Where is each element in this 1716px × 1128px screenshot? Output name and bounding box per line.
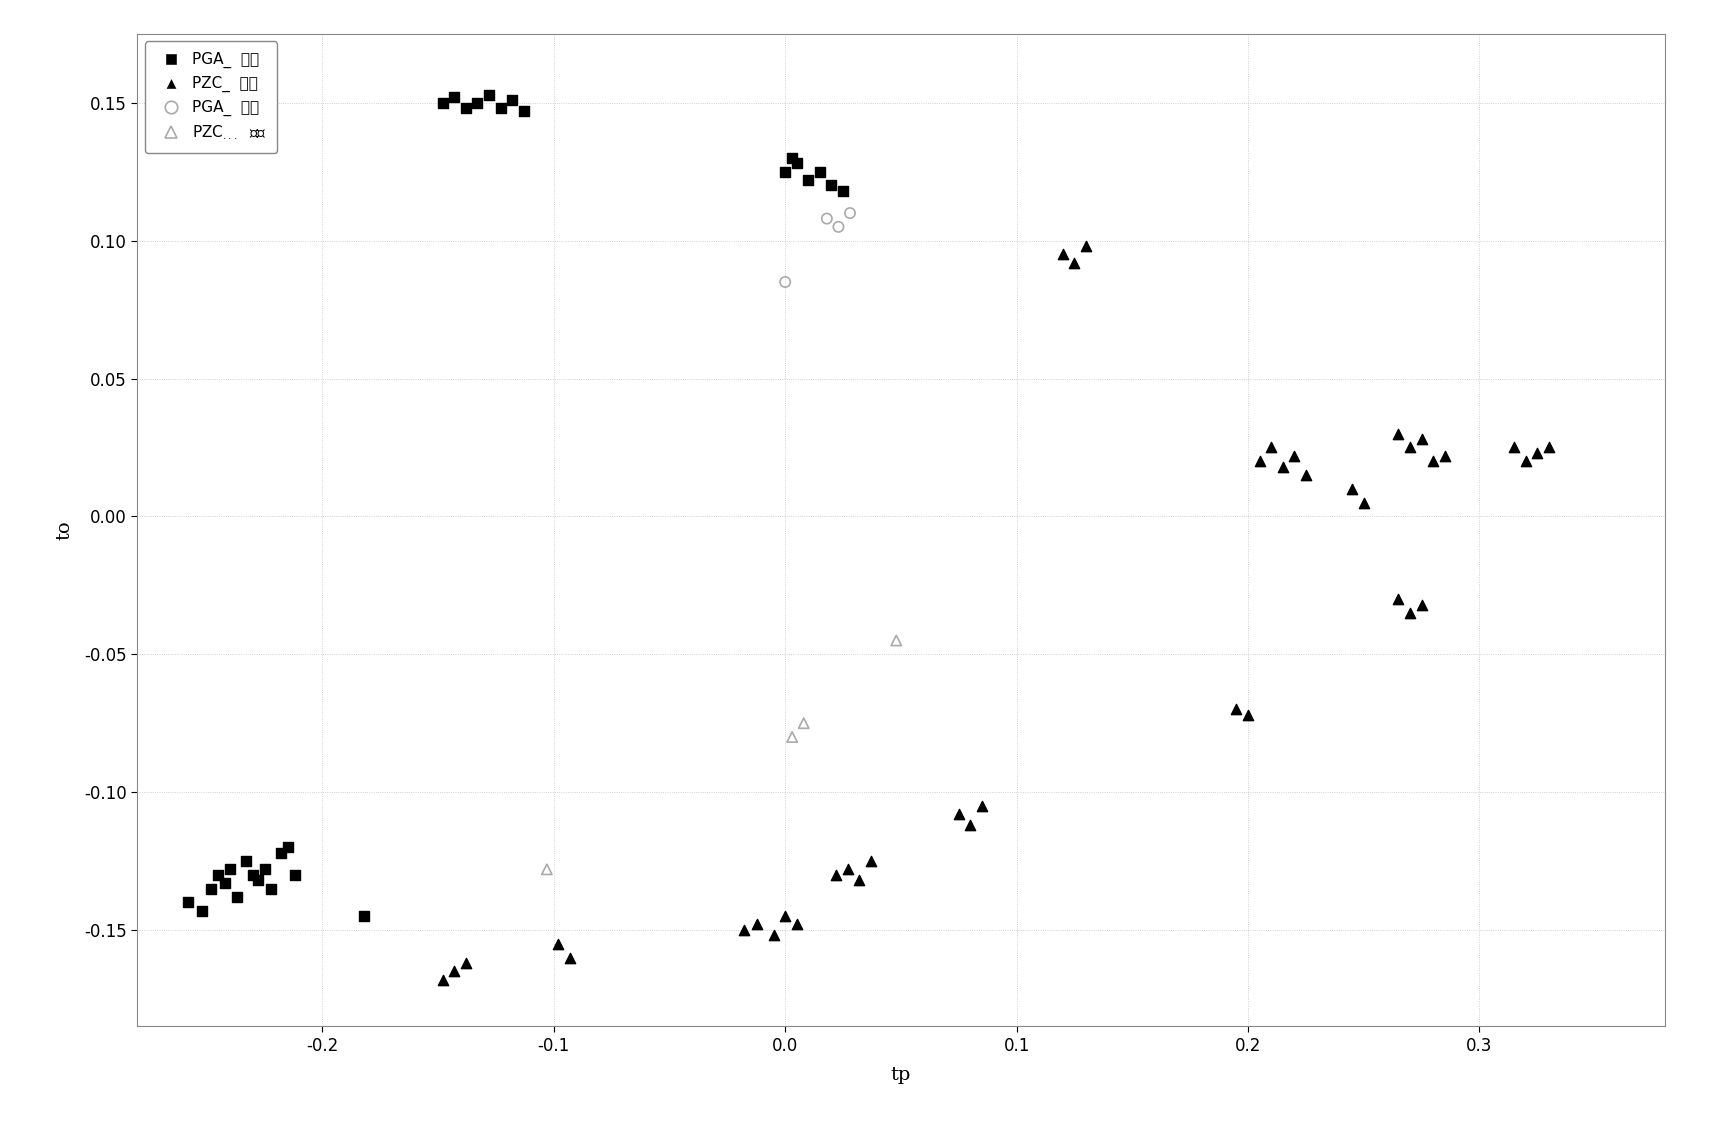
Point [1350,494,1378,512]
Point [244,871,271,889]
Y-axis label: to: to [55,520,74,540]
Point [1500,439,1527,457]
Point [836,204,863,222]
Point [1338,479,1366,497]
Point [946,805,973,823]
Point [275,838,302,856]
Point [1536,439,1563,457]
Point [846,871,873,889]
Point [429,970,456,988]
Point [1234,706,1261,724]
Point [772,273,800,291]
Point [441,962,468,980]
Point [1385,424,1412,442]
Point [556,949,583,967]
Point [429,94,456,112]
X-axis label: tp: tp [891,1066,911,1084]
Point [1524,444,1551,462]
Point [819,176,846,194]
Legend: PGA_  训练, PZC_  训练, PGA_  预测, PZC$_{\mathrm{...}}$  预测: PGA_ 训练, PZC_ 训练, PGA_ 预测, PZC$_{\mathrm… [144,42,278,153]
Point [1280,447,1308,465]
Point [789,714,817,732]
Point [1407,430,1435,448]
Point [1292,466,1320,484]
Point [1048,246,1076,264]
Point [1072,237,1100,255]
Point [956,817,983,835]
Point [1407,596,1435,614]
Point [350,907,378,925]
Point [251,861,278,879]
Point [510,102,537,120]
Point [451,99,479,117]
Point [268,844,295,862]
Point [772,907,800,925]
Point [1246,452,1273,470]
Point [743,916,770,934]
Point [1270,458,1297,476]
Point [544,935,571,953]
Point [1385,590,1412,608]
Point [475,86,503,104]
Point [968,796,995,814]
Point [1512,452,1539,470]
Point [782,155,810,173]
Point [772,162,800,180]
Point [204,866,232,884]
Point [834,861,861,879]
Point [211,874,239,892]
Point [1397,603,1424,622]
Point [856,852,884,870]
Point [813,210,841,228]
Point [1397,439,1424,457]
Point [829,182,856,200]
Point [197,880,225,898]
Point [822,866,849,884]
Point [189,901,216,919]
Point [463,94,491,112]
Point [1258,439,1285,457]
Point [779,149,807,167]
Point [1060,254,1088,272]
Point [782,916,810,934]
Point [441,88,468,106]
Point [1419,452,1447,470]
Point [807,162,834,180]
Point [1224,700,1251,719]
Point [216,861,244,879]
Point [1431,447,1459,465]
Point [223,888,251,906]
Point [232,852,259,870]
Point [795,171,822,190]
Point [498,91,525,109]
Point [779,728,807,746]
Point [239,866,266,884]
Point [451,954,479,972]
Point [534,861,561,879]
Point [487,99,515,117]
Point [175,893,202,911]
Point [729,920,757,938]
Point [882,632,909,650]
Point [760,926,788,944]
Point [257,880,285,898]
Point [281,866,309,884]
Point [825,218,853,236]
